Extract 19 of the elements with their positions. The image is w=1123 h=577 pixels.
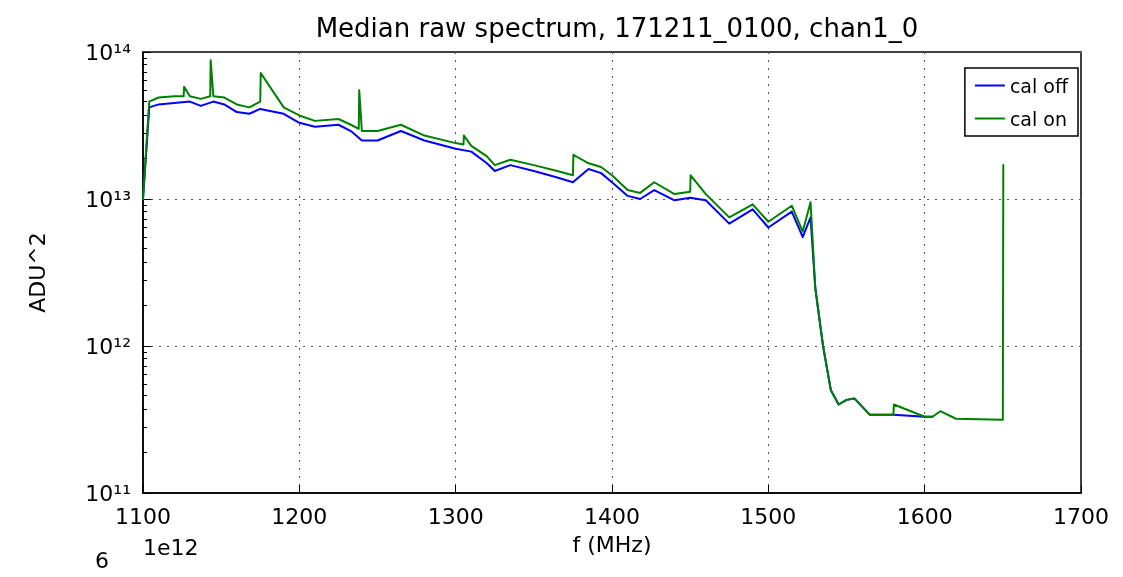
text: 1e12 bbox=[143, 534, 199, 560]
x-tick-label: 1600 bbox=[896, 503, 953, 529]
x-tick-label: 1500 bbox=[740, 503, 797, 529]
y-axis-title: ADU^2 bbox=[24, 232, 50, 313]
x-tick-label: 1300 bbox=[427, 503, 484, 529]
y-tick-label: 10¹¹ bbox=[85, 480, 131, 506]
line-series bbox=[142, 59, 1005, 421]
x-tick-label: 1400 bbox=[584, 503, 640, 529]
legend-label: cal on bbox=[1009, 107, 1067, 130]
chart-title: Median raw spectrum, 171211_0100, chan1_0 bbox=[315, 13, 919, 43]
y-tick-label: 10¹⁴ bbox=[85, 39, 132, 65]
x-tick-label: 1200 bbox=[271, 503, 328, 529]
y-tick-label: 10¹³ bbox=[85, 186, 131, 212]
x-tick-label: 1100 bbox=[115, 503, 171, 529]
text: 6 bbox=[95, 547, 109, 573]
legend-label: cal off bbox=[1009, 74, 1069, 97]
y-tick-label: 10¹² bbox=[85, 333, 131, 359]
x-axis-title: f (MHz) bbox=[572, 531, 652, 557]
x-tick-label: 1700 bbox=[1053, 503, 1109, 529]
